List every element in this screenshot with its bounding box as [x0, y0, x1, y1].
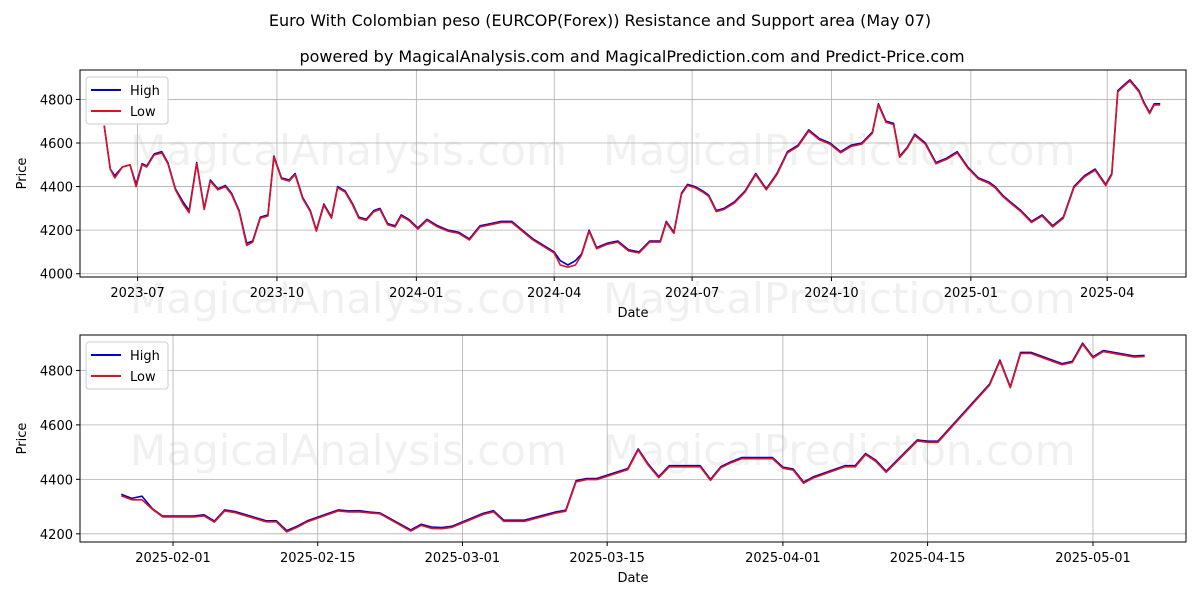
y-tick-label: 4200	[40, 224, 73, 239]
gridlines	[80, 70, 1186, 277]
x-tick-label: 2024-10	[804, 286, 858, 301]
y-tick-label: 4000	[40, 268, 73, 283]
x-tick-label: 2024-01	[389, 286, 443, 301]
legend: High Low	[85, 76, 169, 125]
legend-label-high: High	[130, 349, 160, 364]
x-axis-label: Date	[617, 571, 648, 586]
x-axis-label: Date	[617, 306, 648, 321]
plot-frame	[79, 69, 1187, 278]
watermark-text: MagicalAnalysis.com	[130, 126, 567, 175]
y-tick-label: 4800	[40, 364, 73, 379]
gridlines	[80, 335, 1186, 542]
bottom-chart-panel: MagicalAnalysis.com MagicalPrediction.com…	[15, 334, 1187, 586]
x-tick-label: 2025-02-01	[135, 551, 211, 566]
x-tick-label: 2024-04	[527, 286, 581, 301]
watermarks: MagicalAnalysis.com MagicalPrediction.com	[130, 426, 1076, 475]
x-tick-label: 2025-03-01	[425, 551, 501, 566]
watermark-text: MagicalAnalysis.com	[130, 274, 567, 323]
y-tick-label: 4600	[40, 137, 73, 152]
y-tick-label: 4600	[40, 419, 73, 434]
y-tick-label: 4200	[40, 528, 73, 543]
y-tick-label: 4400	[40, 473, 73, 488]
x-tick-label: 2025-04-01	[745, 551, 821, 566]
chart-subtitle: powered by MagicalAnalysis.com and Magic…	[299, 47, 964, 66]
x-tick-label: 2023-07	[110, 286, 164, 301]
x-tick-label: 2025-04	[1080, 286, 1134, 301]
x-tick-label: 2025-01	[944, 286, 998, 301]
y-tick-label: 4800	[40, 93, 73, 108]
y-axis-label: Price	[15, 158, 30, 190]
legend-label-low: Low	[130, 105, 156, 120]
legend-label-high: High	[130, 84, 160, 99]
x-tick-label: 2025-03-15	[569, 551, 645, 566]
watermark-text: MagicalAnalysis.com	[130, 426, 567, 475]
x-tick-label: 2025-04-15	[890, 551, 966, 566]
legend: High Low	[85, 341, 169, 390]
x-tick-label: 2024-07	[665, 286, 719, 301]
x-tick-label: 2023-10	[250, 286, 304, 301]
y-tick-label: 4400	[40, 181, 73, 196]
series-line-low	[121, 343, 1145, 533]
watermarks: MagicalAnalysis.com MagicalPrediction.com…	[130, 126, 1076, 323]
series-line-low	[103, 80, 1161, 269]
y-axis-label: Price	[15, 423, 30, 455]
x-tick-label: 2025-05-01	[1055, 551, 1131, 566]
x-tick-label: 2025-02-15	[280, 551, 356, 566]
legend-label-low: Low	[130, 370, 156, 385]
legend-box	[85, 341, 169, 390]
top-chart-panel: MagicalAnalysis.com MagicalPrediction.com…	[15, 69, 1187, 323]
plot-frame	[79, 334, 1187, 543]
legend-box	[85, 76, 169, 125]
chart-title: Euro With Colombian peso (EURCOP(Forex))…	[269, 11, 931, 30]
watermark-text: MagicalPrediction.com	[603, 274, 1076, 323]
